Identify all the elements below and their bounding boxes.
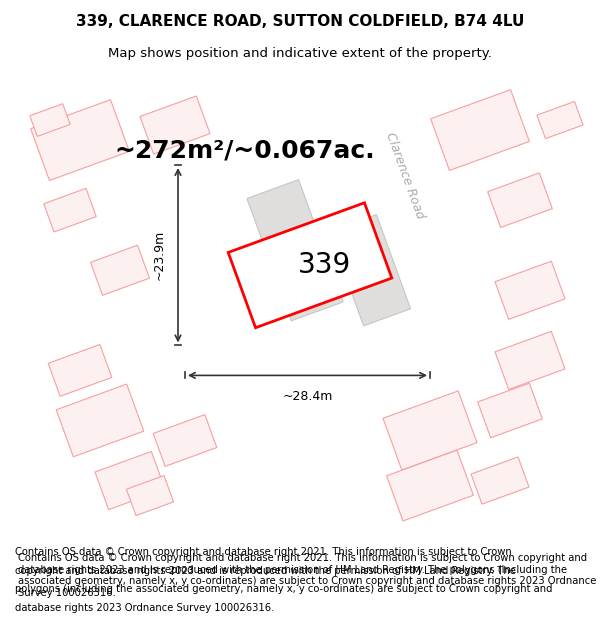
Polygon shape <box>127 476 173 516</box>
Polygon shape <box>537 101 583 139</box>
Polygon shape <box>495 261 565 319</box>
Polygon shape <box>140 96 210 154</box>
Polygon shape <box>44 188 96 232</box>
Polygon shape <box>91 245 149 295</box>
Polygon shape <box>31 99 130 181</box>
Text: 339, CLARENCE ROAD, SUTTON COLDFIELD, B74 4LU: 339, CLARENCE ROAD, SUTTON COLDFIELD, B7… <box>76 14 524 29</box>
Polygon shape <box>495 331 565 389</box>
Polygon shape <box>30 104 70 136</box>
Polygon shape <box>56 384 144 457</box>
Text: ~23.9m: ~23.9m <box>153 230 166 281</box>
Polygon shape <box>386 450 473 521</box>
Polygon shape <box>488 173 553 228</box>
Polygon shape <box>95 451 165 509</box>
Text: Contains OS data © Crown copyright and database right 2021. This information is : Contains OS data © Crown copyright and d… <box>18 553 596 598</box>
Text: database rights 2023 Ordnance Survey 100026316.: database rights 2023 Ordnance Survey 100… <box>15 603 274 613</box>
Text: 339: 339 <box>298 251 352 279</box>
Polygon shape <box>383 391 477 470</box>
Text: Contains OS data © Crown copyright and database right 2021. This information is : Contains OS data © Crown copyright and d… <box>15 548 512 558</box>
Text: copyright and database rights 2023 and is reproduced with the permission of HM L: copyright and database rights 2023 and i… <box>15 566 516 576</box>
Polygon shape <box>431 89 529 171</box>
Polygon shape <box>471 457 529 504</box>
Polygon shape <box>329 214 410 326</box>
Polygon shape <box>153 414 217 466</box>
Text: Map shows position and indicative extent of the property.: Map shows position and indicative extent… <box>108 48 492 61</box>
Polygon shape <box>478 383 542 438</box>
Text: ~272m²/~0.067ac.: ~272m²/~0.067ac. <box>115 138 376 162</box>
Polygon shape <box>247 179 343 321</box>
Text: ~28.4m: ~28.4m <box>283 391 332 403</box>
Text: Clarence Road: Clarence Road <box>383 130 427 220</box>
Polygon shape <box>48 344 112 396</box>
Text: polygons (including the associated geometry, namely x, y co-ordinates) are subje: polygons (including the associated geome… <box>15 584 553 594</box>
Polygon shape <box>228 202 392 328</box>
